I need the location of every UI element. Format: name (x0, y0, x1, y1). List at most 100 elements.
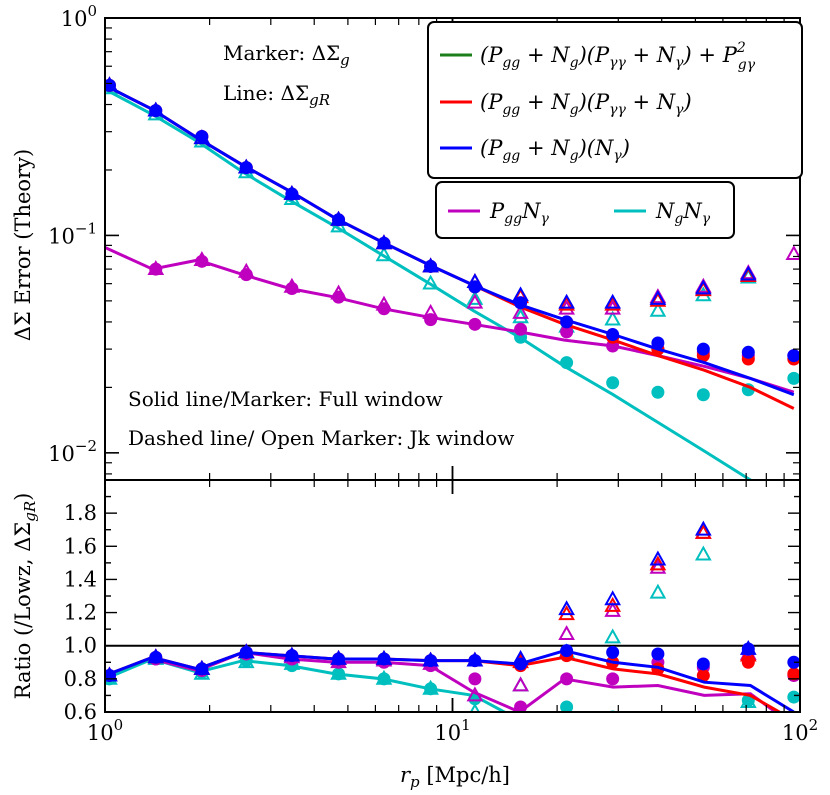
filled-marker-pggngn (696, 342, 710, 356)
open-marker-pggngn (558, 293, 575, 309)
filled-marker-ngn (560, 356, 574, 370)
legend-label-total: (Pgg + Ng)(Pγγ + Nγ) + P2 gγ (480, 40, 756, 73)
ratio-filled-marker-pggngpn (741, 655, 755, 669)
open-marker-ngn (422, 274, 439, 290)
ratio-open-marker-pggngn (604, 590, 622, 606)
open-marker-pggngn (193, 129, 211, 145)
x-tick-label: 101 (434, 716, 470, 745)
ratio-filled-marker-ngn (514, 722, 527, 735)
ratio-filled-marker-pggngn (285, 649, 299, 663)
series-line-pggngn (105, 84, 795, 397)
ratio-open-marker-ngn (604, 628, 622, 644)
ratio-open-marker-pggngn (422, 651, 439, 667)
ratio-tick-label: 1.8 (64, 501, 97, 525)
annotation-marker: Marker: ΔΣg (223, 41, 350, 69)
ratio-filled-marker-ngn (424, 682, 438, 696)
ratio-filled-marker-pggngn (332, 652, 346, 666)
open-marker-pggn (512, 303, 529, 319)
filled-marker-pggn (468, 317, 482, 331)
y-tick-label: 10−2 (48, 437, 97, 466)
open-marker-pggn (237, 262, 255, 278)
open-marker-pggngn (604, 293, 622, 309)
ratio-open-marker-pggngn (375, 649, 393, 665)
ratio-open-marker-pggngn (649, 550, 667, 566)
filled-marker-ngn (606, 376, 620, 390)
ratio-filled-marker-pggngn (606, 645, 620, 659)
open-marker-pggn (422, 303, 439, 319)
ratio-filled-marker-pggngn (377, 652, 391, 666)
ratio-filled-marker-pggngn (468, 654, 482, 668)
open-marker-ngn (604, 310, 622, 326)
ratio-filled-marker-pggngn (149, 650, 163, 664)
filled-marker-pggngn (560, 315, 574, 329)
ratio-filled-marker-pggngn (787, 655, 800, 669)
ratio-line-pggngn (105, 649, 795, 712)
xlabel: rp [Mpc/h] (400, 763, 510, 791)
ratio-open-marker-pggngn (147, 648, 165, 664)
ratio-open-marker-ngn (649, 583, 667, 599)
ratio-open-marker-pggngn (512, 649, 529, 665)
ratio-tick-label: 1.2 (64, 601, 97, 625)
ratio-open-marker-ngn (422, 679, 439, 695)
x-tick-label: 100 (87, 716, 123, 745)
ratio-open-marker-pggngn (193, 659, 211, 675)
filled-marker-pggn (149, 262, 163, 276)
filled-marker-pggn (514, 322, 528, 336)
annotation-dashed-note: Dashed line/ Open Marker: Jk window (128, 426, 514, 450)
ratio-line-pggngpn (105, 650, 783, 712)
ratio-filled-marker-pggngn (651, 647, 665, 661)
open-marker-ngn (512, 308, 529, 324)
ratio-open-marker-pggn (466, 686, 484, 702)
ratio-filled-marker-ngn (377, 672, 391, 686)
ratio-open-marker-ngn (469, 702, 480, 712)
ratio-open-marker-pggn (558, 625, 575, 641)
y-tick-label: 100 (61, 2, 97, 31)
bottom-data-layer (105, 520, 800, 735)
filled-marker-pggngn (606, 328, 620, 342)
ratio-open-marker-ngn (330, 664, 347, 680)
filled-marker-pggn (424, 313, 438, 327)
ratio-filled-marker-ngn (697, 719, 710, 732)
open-marker-pggngn (147, 101, 165, 117)
open-marker-pggn (375, 295, 393, 311)
open-marker-pggngn (694, 279, 712, 295)
filled-marker-pggngn (149, 104, 163, 118)
ratio-filled-marker-pggngpn (787, 667, 800, 681)
filled-marker-pggngn (424, 259, 438, 273)
ratio-filled-marker-ngn (560, 700, 574, 712)
ratio-filled-marker-pggngn (239, 645, 253, 659)
ratio-open-marker-pggngn (283, 646, 301, 662)
filled-marker-pggn (560, 325, 574, 339)
ratio-filled-marker-pggn (468, 672, 482, 686)
ratio-line-ngn (105, 657, 508, 712)
ratio-filled-marker-pggngn (741, 642, 755, 656)
filled-marker-pggngn (377, 236, 391, 250)
open-marker-pggngn (375, 234, 393, 250)
filled-marker-pggngn (787, 349, 800, 363)
ratio-filled-marker-pggn (514, 700, 528, 712)
annotation-line: Line: ΔΣgR (223, 81, 330, 109)
legend-label-noise-only: (Pgg + Ng)(Nγ) (480, 136, 630, 164)
filled-marker-pggngn (332, 213, 346, 227)
bottom-ylabel: Ratio (/Lowz, ΔΣgR) (11, 493, 39, 700)
open-marker-pggngn (739, 265, 757, 281)
ratio-open-marker-pggngn (237, 643, 255, 659)
open-marker-ngn (649, 301, 667, 317)
ratio-open-marker-ngn (237, 653, 255, 669)
ratio-open-marker-pggn (512, 676, 529, 692)
series-line-pggn (105, 246, 795, 394)
open-marker-pggn (147, 260, 165, 275)
ratio-tick-label: 0.6 (64, 700, 97, 724)
legend-secondary: PggNγ NgNγ (435, 181, 735, 239)
ratio-open-marker-pggngn (558, 600, 575, 616)
filled-marker-pggngn (195, 130, 209, 144)
open-marker-pggn (330, 284, 347, 300)
ratio-open-marker-pggn (649, 558, 667, 574)
ratio-open-marker-ngn (739, 693, 757, 708)
filled-marker-pggngn (741, 345, 755, 359)
open-marker-pggn (193, 251, 211, 266)
bottom-axes-frame (104, 479, 801, 713)
ratio-open-marker-ngn (694, 545, 712, 561)
ratio-filled-marker-ngn (787, 690, 800, 704)
